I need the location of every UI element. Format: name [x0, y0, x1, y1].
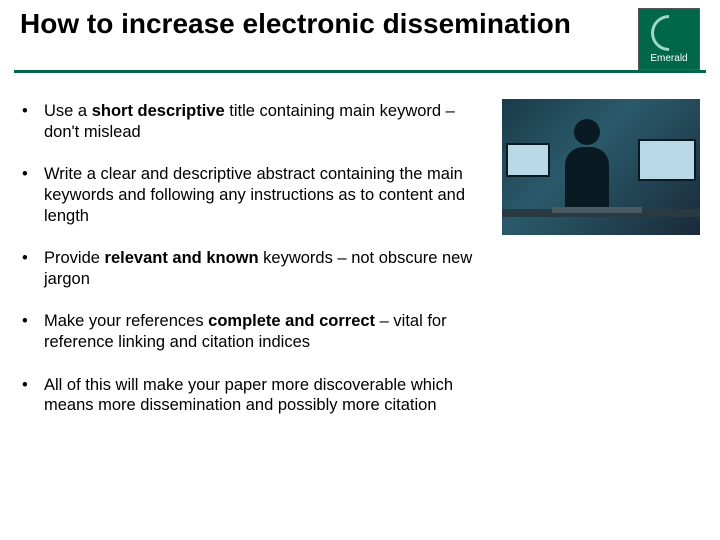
bullet-marker-icon: •	[20, 375, 44, 416]
header: How to increase electronic dissemination…	[0, 0, 720, 70]
slide: How to increase electronic dissemination…	[0, 0, 720, 540]
bullet-marker-icon: •	[20, 164, 44, 226]
person-silhouette-icon	[562, 119, 612, 219]
keyboard-icon	[552, 207, 642, 213]
list-item: • Make your references complete and corr…	[20, 311, 492, 352]
emerald-logo: Emerald	[638, 8, 700, 70]
list-item: • Provide relevant and known keywords – …	[20, 248, 492, 289]
bullet-text: Use a short descriptive title containing…	[44, 101, 492, 142]
bullet-text: Write a clear and descriptive abstract c…	[44, 164, 492, 226]
bullet-marker-icon: •	[20, 311, 44, 352]
list-item: • Use a short descriptive title containi…	[20, 101, 492, 142]
bullet-text: All of this will make your paper more di…	[44, 375, 492, 416]
bullet-text: Provide relevant and known keywords – no…	[44, 248, 492, 289]
bullet-marker-icon: •	[20, 248, 44, 289]
logo-swirl-icon	[644, 7, 695, 58]
content-area: • Use a short descriptive title containi…	[0, 73, 720, 438]
bullet-text: Make your references complete and correc…	[44, 311, 492, 352]
slide-title: How to increase electronic dissemination	[20, 8, 571, 46]
illustration-person-at-computer	[502, 99, 700, 235]
list-item: • All of this will make your paper more …	[20, 375, 492, 416]
bullet-list: • Use a short descriptive title containi…	[20, 101, 496, 438]
monitor-icon	[506, 143, 550, 177]
monitor-icon	[638, 139, 696, 181]
bullet-marker-icon: •	[20, 101, 44, 142]
logo-label: Emerald	[650, 53, 687, 64]
list-item: • Write a clear and descriptive abstract…	[20, 164, 492, 226]
